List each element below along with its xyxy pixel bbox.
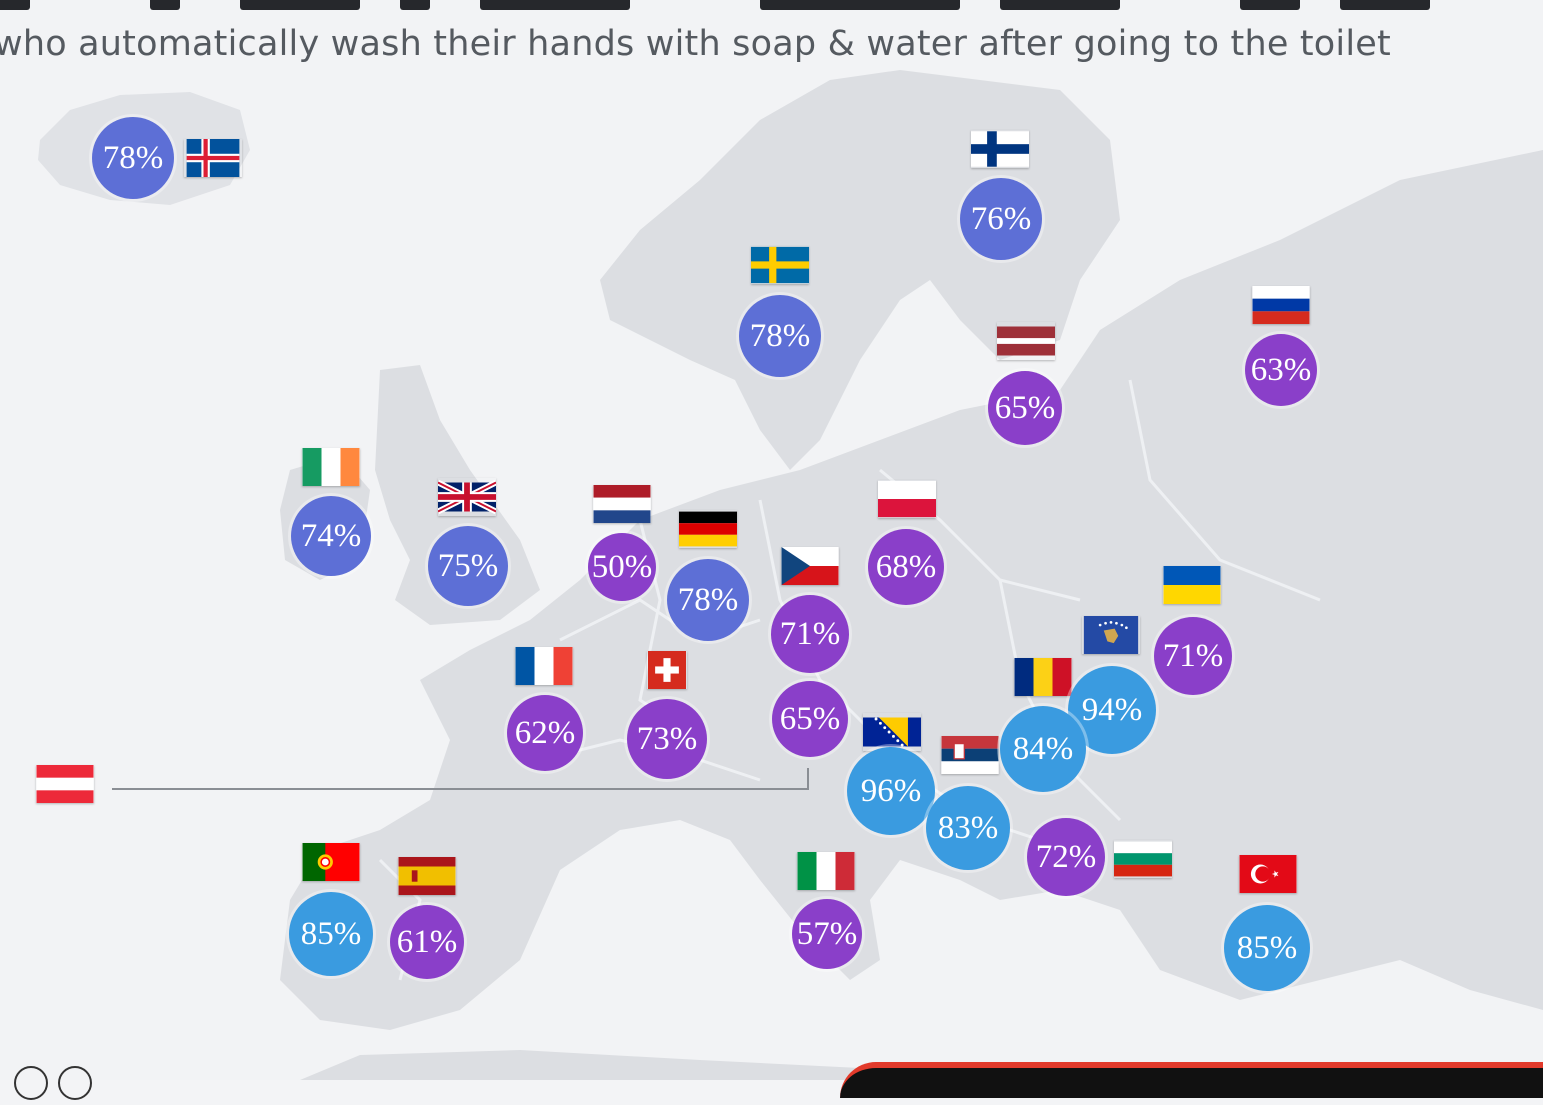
value-bubble-united-kingdom: 75% xyxy=(428,526,508,606)
flag-austria xyxy=(36,765,94,803)
value-bubble-latvia: 65% xyxy=(988,371,1062,445)
value-bubble-iceland: 78% xyxy=(92,117,174,199)
flag-ireland xyxy=(302,448,360,486)
value-bubble-italy: 57% xyxy=(792,899,862,969)
value-bubble-serbia: 83% xyxy=(926,786,1010,870)
flag-latvia xyxy=(997,322,1055,360)
flag-serbia xyxy=(941,736,999,774)
europe-map xyxy=(38,70,1543,1080)
austria-leader-line xyxy=(112,788,809,790)
flag-ukraine xyxy=(1163,566,1221,604)
flag-switzerland xyxy=(647,651,687,689)
flag-germany xyxy=(679,510,737,548)
title-strip-cropped xyxy=(0,0,1543,14)
value-bubble-ukraine: 71% xyxy=(1154,617,1232,695)
flag-spain xyxy=(398,857,456,895)
value-bubble-spain: 61% xyxy=(390,905,464,979)
value-bubble-ireland: 74% xyxy=(291,496,371,576)
flag-poland xyxy=(878,480,936,518)
value-bubble-kosovo: 94% xyxy=(1068,666,1156,754)
value-bubble-netherlands: 50% xyxy=(588,533,656,601)
flag-romania xyxy=(1014,658,1072,696)
flag-netherlands xyxy=(593,485,651,523)
value-bubble-turkey: 85% xyxy=(1224,905,1310,991)
value-bubble-czech-republic: 71% xyxy=(771,595,849,673)
value-bubble-france: 62% xyxy=(507,695,583,771)
flag-france xyxy=(515,647,573,685)
value-bubble-austria: 65% xyxy=(772,681,848,757)
subtitle: who automatically wash their hands with … xyxy=(0,24,1391,64)
flag-iceland xyxy=(184,139,242,177)
flag-sweden xyxy=(751,246,809,284)
value-bubble-russia: 63% xyxy=(1245,334,1317,406)
flag-kosovo xyxy=(1082,616,1140,654)
landmass-scandinavia xyxy=(600,70,1120,470)
flag-russia xyxy=(1252,286,1310,324)
footer-brand-bar xyxy=(840,1062,1543,1098)
value-bubble-switzerland: 73% xyxy=(627,699,707,779)
value-bubble-romania: 84% xyxy=(1000,706,1086,792)
flag-czech-republic xyxy=(781,547,839,585)
value-bubble-sweden: 78% xyxy=(739,295,821,377)
value-bubble-finland: 76% xyxy=(960,178,1042,260)
value-bubble-germany: 78% xyxy=(667,559,749,641)
footer-license-icons xyxy=(14,1066,102,1105)
value-bubble-bulgaria: 72% xyxy=(1027,818,1105,896)
value-bubble-poland: 68% xyxy=(868,529,944,605)
flag-bosnia-herzegovina xyxy=(863,713,921,751)
flag-portugal xyxy=(302,843,360,881)
flag-finland xyxy=(971,130,1029,168)
flag-united-kingdom xyxy=(438,478,496,516)
value-bubble-bosnia-herzegovina: 96% xyxy=(847,747,935,835)
flag-turkey xyxy=(1239,855,1297,893)
flag-italy xyxy=(797,852,855,890)
value-bubble-portugal: 85% xyxy=(289,892,373,976)
flag-bulgaria xyxy=(1114,840,1172,878)
austria-leader-line-up xyxy=(807,768,809,790)
